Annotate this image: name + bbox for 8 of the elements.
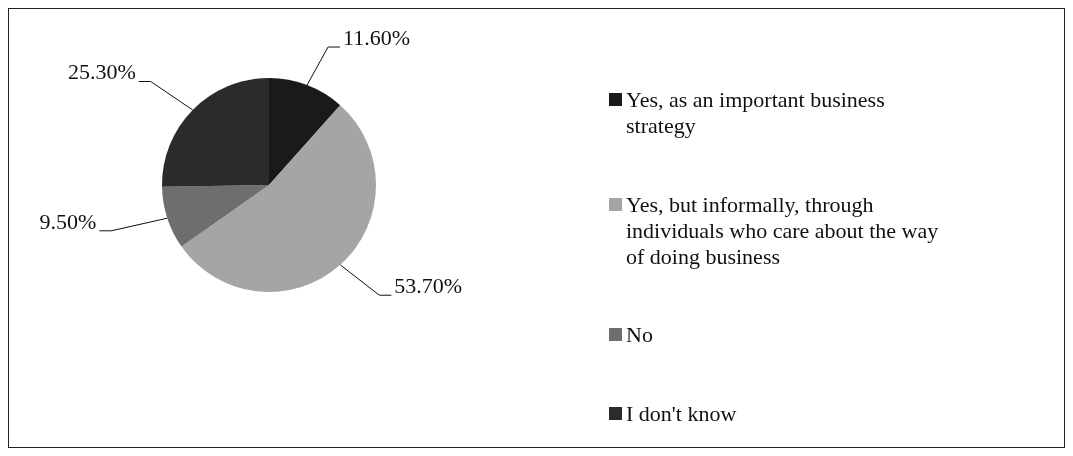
data-label: 9.50%: [39, 208, 97, 234]
data-label: 25.30%: [67, 59, 136, 85]
legend-label: No: [626, 322, 653, 349]
data-label: 53.70%: [394, 273, 463, 298]
data-label: 11.60%: [343, 24, 411, 50]
legend-label: Yes, as an important business strategy: [626, 87, 886, 139]
legend-label: I don't know: [626, 400, 737, 427]
legend-label: Yes, but informally, through individuals who care about the way of doing business: [626, 191, 939, 270]
